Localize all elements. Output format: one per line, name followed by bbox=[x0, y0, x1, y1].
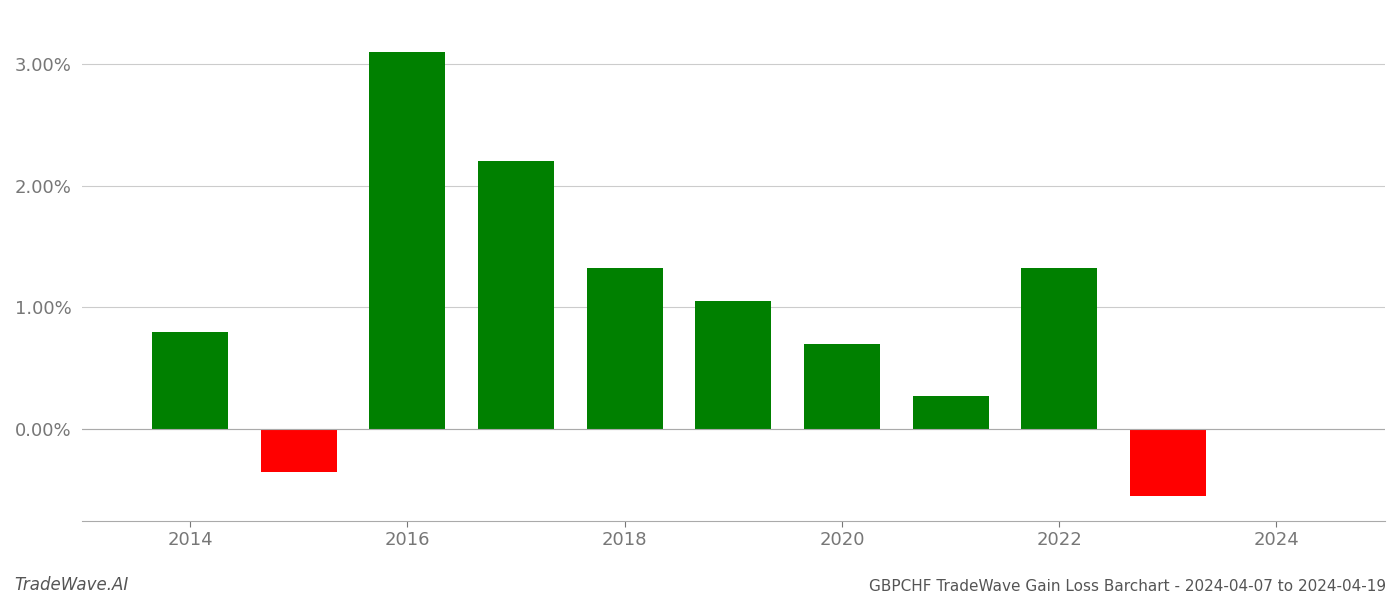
Bar bbox=[1021, 268, 1098, 429]
Bar bbox=[1130, 429, 1205, 496]
Bar bbox=[913, 397, 988, 429]
Bar bbox=[587, 268, 662, 429]
Bar bbox=[477, 161, 554, 429]
Bar bbox=[260, 429, 337, 472]
Text: GBPCHF TradeWave Gain Loss Barchart - 2024-04-07 to 2024-04-19: GBPCHF TradeWave Gain Loss Barchart - 20… bbox=[869, 579, 1386, 594]
Text: TradeWave.AI: TradeWave.AI bbox=[14, 576, 129, 594]
Bar bbox=[696, 301, 771, 429]
Bar bbox=[804, 344, 881, 429]
Bar bbox=[153, 332, 228, 429]
Bar bbox=[370, 52, 445, 429]
